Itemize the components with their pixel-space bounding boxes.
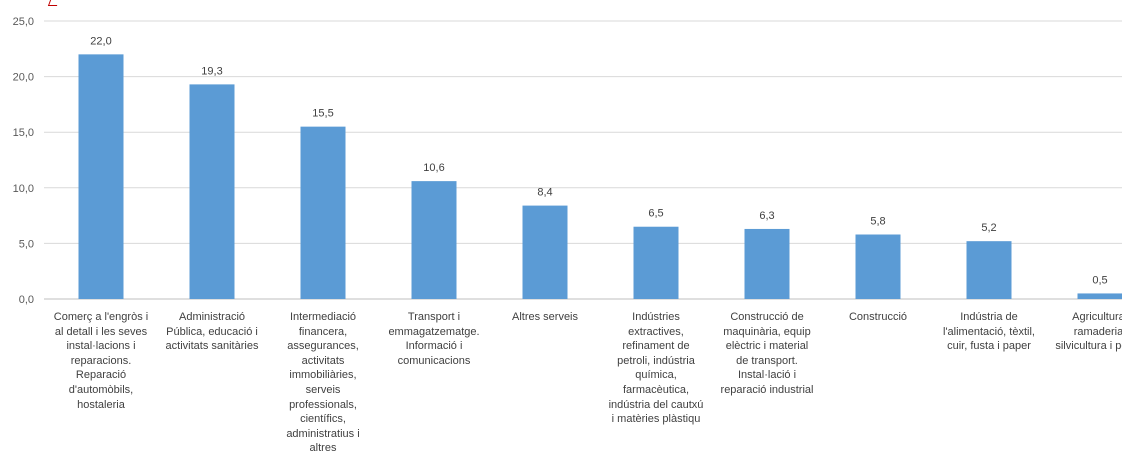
bar [189, 84, 235, 299]
bar [78, 54, 124, 299]
x-tick-label: Agricultura, ramaderia, silvicultura i p… [1055, 311, 1122, 353]
y-tick-label: 5,0 [19, 238, 34, 250]
bar [522, 205, 568, 299]
data-label: 15,5 [312, 108, 333, 120]
bar [855, 234, 901, 299]
y-tick-label: 25,0 [13, 16, 34, 28]
x-tick-label: Indústria de l'alimentació, tèxtil, cuir… [943, 311, 1035, 353]
x-tick-label: Administració Pública, educació i activi… [165, 311, 259, 353]
y-tick-label: 20,0 [13, 72, 34, 84]
data-label: 0,5 [1092, 274, 1107, 286]
data-label: 5,8 [870, 216, 885, 228]
bar [1077, 293, 1122, 299]
bar [966, 241, 1012, 299]
bar [633, 226, 679, 299]
x-tick-label: Construcció de maquinària, equip elèctri… [720, 311, 814, 396]
x-tick-label: Comerç a l'engròs i al detall i les seve… [53, 311, 149, 411]
data-label: 8,4 [537, 187, 552, 199]
x-tick-label: Intermediació financera, assegurances, a… [286, 311, 360, 455]
x-tick-label: Construcció [848, 311, 908, 323]
bar [300, 126, 346, 299]
data-label: 5,2 [981, 222, 996, 234]
x-tick-label: Indústries extractives, refinament de pe… [608, 311, 704, 426]
data-label: 10,6 [423, 162, 444, 174]
y-tick-label: 10,0 [13, 183, 34, 195]
y-tick-label: 15,0 [13, 127, 34, 139]
data-label: 19,3 [201, 65, 222, 77]
bar [411, 181, 457, 299]
data-label: 6,5 [648, 208, 663, 220]
x-tick-label: Altres serveis [511, 311, 579, 323]
x-tick-label: Transport i emmagatzematge. Informació i… [388, 311, 480, 367]
data-label: 6,3 [759, 210, 774, 222]
bar [744, 228, 790, 299]
data-label: 22,0 [90, 35, 111, 47]
y-tick-label: 0,0 [19, 294, 34, 306]
